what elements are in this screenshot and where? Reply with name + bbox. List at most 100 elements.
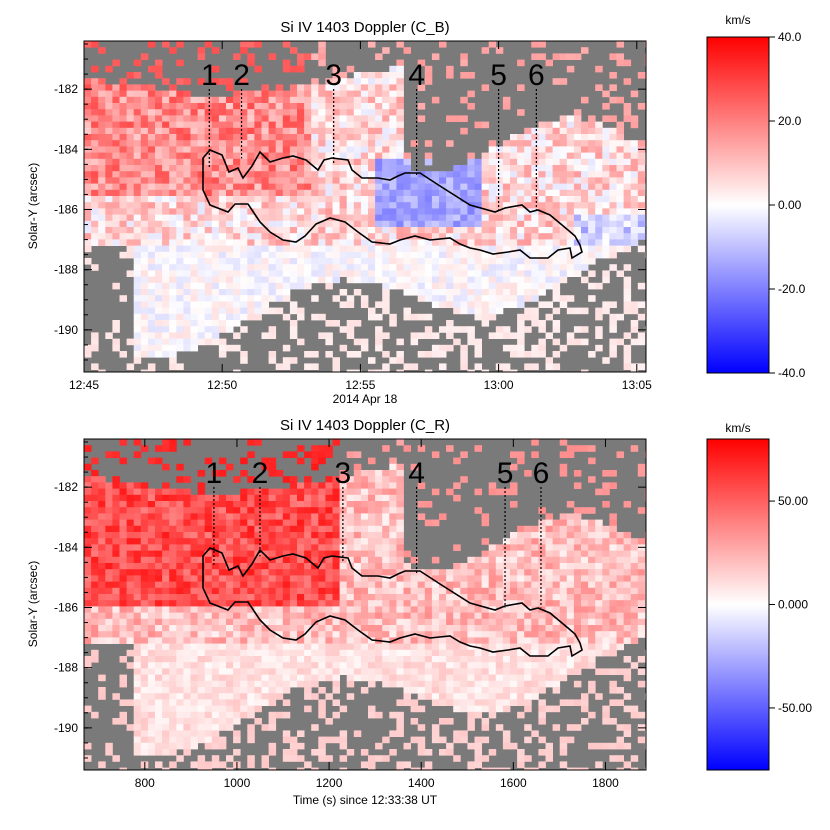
heatmap-cell	[240, 513, 248, 520]
heatmap-cell	[609, 625, 617, 632]
heatmap-cell	[545, 282, 553, 290]
heatmap-cell	[282, 313, 291, 321]
heatmap-cell	[155, 525, 163, 533]
heatmap-cell	[282, 183, 291, 191]
heatmap-cell	[396, 594, 404, 601]
heatmap-cell	[453, 457, 461, 465]
heatmap-cell	[467, 631, 475, 638]
heatmap-cell	[559, 227, 568, 234]
heatmap-cell	[197, 258, 206, 265]
heatmap-cell	[495, 183, 504, 191]
heatmap-cell	[240, 134, 248, 141]
heatmap-cell	[517, 532, 525, 539]
heatmap-cell	[226, 631, 234, 638]
heatmap-cell	[133, 109, 142, 116]
heatmap-cell	[105, 109, 113, 116]
heatmap-cell	[311, 519, 319, 527]
heatmap-cell	[297, 84, 305, 91]
heatmap-cell	[396, 631, 404, 638]
heatmap-cell	[275, 295, 284, 302]
heatmap-cell	[211, 239, 220, 246]
heatmap-cell	[389, 612, 397, 620]
heatmap-cell	[389, 457, 397, 465]
heatmap-cell	[112, 239, 120, 246]
heatmap-cell	[332, 177, 340, 184]
heatmap-cell	[609, 351, 617, 358]
heatmap-cell	[112, 326, 120, 333]
heatmap-cell	[382, 282, 390, 290]
heatmap-cell	[240, 270, 248, 277]
heatmap-cell	[517, 208, 525, 215]
heatmap-cell	[531, 649, 539, 657]
heatmap-cell	[233, 115, 241, 122]
heatmap-cell	[254, 600, 262, 607]
heatmap-cell	[318, 121, 326, 129]
heatmap-cell	[488, 643, 497, 651]
heatmap-cell	[297, 612, 305, 620]
heatmap-cell	[581, 544, 589, 551]
heatmap-cell	[360, 239, 369, 246]
heatmap-cell	[133, 245, 142, 253]
heatmap-cell	[453, 276, 461, 284]
heatmap-cell	[332, 575, 340, 582]
heatmap-cell	[559, 78, 568, 85]
heatmap-cell	[375, 109, 383, 116]
heatmap-cell	[581, 121, 589, 129]
heatmap-cell	[289, 587, 298, 595]
heatmap-cell	[226, 121, 234, 129]
heatmap-cell	[346, 134, 355, 141]
heatmap-cell	[346, 189, 355, 197]
heatmap-cell	[488, 177, 497, 184]
heatmap-cell	[609, 301, 617, 308]
heatmap-cell	[474, 556, 482, 564]
heatmap-cell	[346, 227, 355, 234]
heatmap-cell	[304, 127, 312, 135]
heatmap-cell	[488, 332, 497, 339]
heatmap-cell	[282, 357, 291, 364]
heatmap-cell	[517, 351, 525, 358]
heatmap-cell	[481, 307, 490, 315]
heatmap-cell	[566, 146, 575, 153]
heatmap-cell	[538, 581, 546, 589]
heatmap-cell	[375, 202, 383, 209]
heatmap-cell	[140, 183, 149, 191]
heatmap-cell	[183, 177, 191, 184]
heatmap-cell	[268, 165, 277, 172]
heatmap-cell	[332, 171, 340, 178]
heatmap-cell	[282, 344, 291, 352]
heatmap-cell	[84, 140, 92, 147]
heatmap-cell	[133, 251, 142, 259]
heatmap-cell	[623, 307, 632, 315]
heatmap-cell	[360, 470, 369, 477]
heatmap-cell	[247, 264, 255, 271]
heatmap-cell	[573, 625, 582, 632]
heatmap-cell	[524, 289, 532, 296]
heatmap-cell	[183, 109, 191, 116]
heatmap-cell	[226, 202, 234, 209]
heatmap-cell	[240, 239, 248, 246]
heatmap-cell	[467, 556, 475, 564]
heatmap-cell	[538, 649, 546, 657]
heatmap-cell	[609, 581, 617, 589]
heatmap-cell	[247, 550, 255, 558]
heatmap-cell	[84, 109, 92, 116]
heatmap-cell	[183, 532, 191, 539]
heatmap-cell	[588, 208, 596, 215]
heatmap-cell	[240, 276, 248, 284]
heatmap-cell	[226, 245, 234, 253]
heatmap-cell	[375, 196, 383, 203]
heatmap-cell	[346, 637, 355, 644]
heatmap-cell	[602, 152, 610, 160]
heatmap-cell	[226, 538, 234, 545]
heatmap-cell	[609, 618, 617, 626]
heatmap-cell	[417, 649, 426, 657]
heatmap-cell	[545, 532, 553, 539]
heatmap-cell	[211, 270, 220, 277]
heatmap-cell	[190, 282, 198, 290]
heatmap-cell	[481, 152, 490, 160]
heatmap-cell	[318, 513, 326, 520]
heatmap-cell	[155, 326, 163, 333]
heatmap-cell	[602, 220, 610, 228]
heatmap-cell	[403, 220, 411, 228]
